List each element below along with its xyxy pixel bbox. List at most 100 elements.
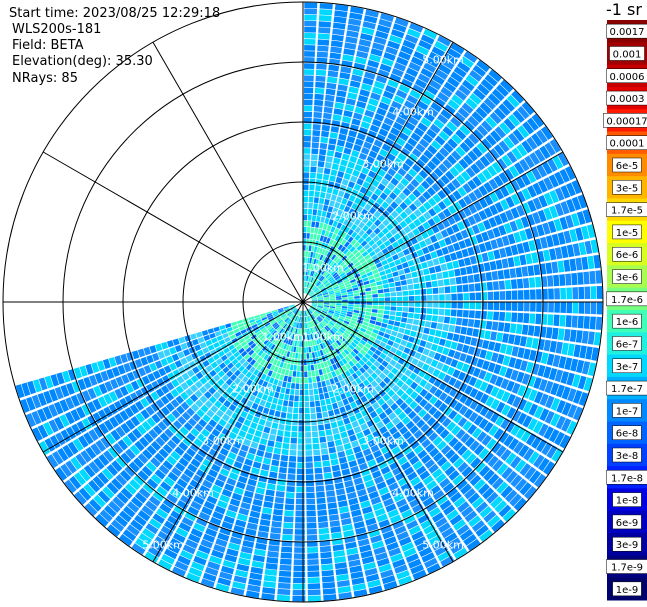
data-cell	[295, 498, 305, 505]
data-cell	[312, 124, 321, 131]
data-cell	[304, 329, 307, 335]
data-cell	[274, 324, 280, 330]
data-cell	[401, 162, 411, 172]
data-cell	[401, 416, 411, 425]
data-cell	[418, 39, 432, 51]
data-cell	[309, 389, 314, 396]
data-cell	[317, 515, 328, 523]
data-cell	[298, 328, 301, 335]
data-cell	[450, 71, 464, 83]
data-cell	[242, 360, 249, 368]
data-cell	[246, 522, 258, 531]
data-cell	[319, 235, 324, 242]
data-cell	[321, 210, 327, 218]
data-cell	[411, 530, 424, 541]
data-cell	[307, 322, 311, 328]
data-cell	[394, 196, 403, 205]
data-cell	[332, 544, 345, 552]
data-cell	[419, 282, 426, 289]
data-cell	[334, 439, 343, 447]
data-cell	[424, 427, 434, 438]
data-cell	[321, 124, 330, 132]
data-cell	[528, 240, 537, 252]
data-cell	[452, 474, 464, 486]
data-cell	[408, 168, 418, 178]
data-cell	[264, 322, 271, 327]
data-cell	[368, 397, 377, 405]
data-cell	[378, 563, 392, 573]
data-cell	[356, 50, 369, 59]
data-cell	[451, 223, 460, 233]
data-cell	[313, 332, 318, 339]
data-cell	[403, 347, 411, 355]
data-cell	[522, 241, 531, 253]
data-cell	[463, 195, 473, 206]
data-cell	[423, 211, 432, 221]
data-cell	[365, 291, 372, 295]
data-cell	[319, 393, 325, 400]
data-cell	[524, 155, 535, 169]
data-cell	[547, 220, 557, 233]
data-cell	[418, 408, 427, 418]
data-cell	[357, 237, 365, 244]
data-cell	[391, 100, 402, 110]
field-label: Field: BETA	[12, 38, 84, 53]
data-cell	[262, 329, 269, 335]
data-cell	[128, 461, 140, 473]
data-cell	[308, 202, 313, 209]
data-cell	[256, 356, 263, 364]
data-cell	[311, 285, 316, 291]
data-cell	[305, 425, 311, 432]
data-cell	[376, 280, 383, 286]
data-cell	[474, 461, 486, 473]
data-cell	[339, 506, 350, 514]
data-cell	[327, 346, 332, 353]
data-cell	[353, 241, 360, 249]
data-cell	[565, 214, 574, 229]
data-cell	[66, 382, 75, 395]
data-cell	[479, 381, 489, 392]
data-cell	[467, 179, 477, 191]
data-cell	[519, 482, 532, 496]
data-cell	[270, 344, 276, 351]
data-cell	[324, 264, 330, 271]
data-cell	[202, 347, 210, 354]
data-cell	[332, 363, 338, 371]
data-cell	[363, 15, 378, 24]
data-cell	[444, 395, 453, 405]
data-cell	[323, 306, 330, 309]
data-cell	[351, 317, 358, 322]
data-cell	[514, 459, 527, 473]
data-cell	[332, 188, 339, 196]
data-cell	[434, 151, 446, 162]
data-cell	[276, 594, 291, 602]
data-cell	[554, 288, 560, 300]
data-cell	[452, 212, 462, 223]
data-cell	[289, 339, 294, 346]
data-cell	[318, 521, 329, 529]
data-cell	[249, 374, 256, 381]
data-cell	[369, 319, 376, 325]
data-cell	[460, 483, 472, 495]
data-cell	[369, 278, 376, 284]
data-cell	[373, 258, 381, 265]
data-cell	[319, 247, 324, 254]
data-cell	[335, 293, 342, 297]
data-cell	[388, 236, 396, 244]
data-cell	[363, 562, 377, 571]
data-cell	[426, 416, 436, 427]
data-cell	[403, 406, 413, 415]
data-cell	[109, 416, 119, 428]
data-cell	[224, 483, 235, 492]
data-cell	[289, 304, 295, 307]
data-cell	[304, 322, 306, 329]
ring-label: 2.00km	[332, 383, 374, 396]
data-cell	[424, 321, 432, 328]
data-cell	[192, 366, 200, 374]
data-cell	[507, 257, 515, 268]
data-cell	[305, 335, 308, 341]
data-cell	[410, 440, 420, 450]
data-cell	[160, 481, 172, 492]
data-cell	[353, 112, 363, 121]
data-cell	[419, 470, 431, 481]
